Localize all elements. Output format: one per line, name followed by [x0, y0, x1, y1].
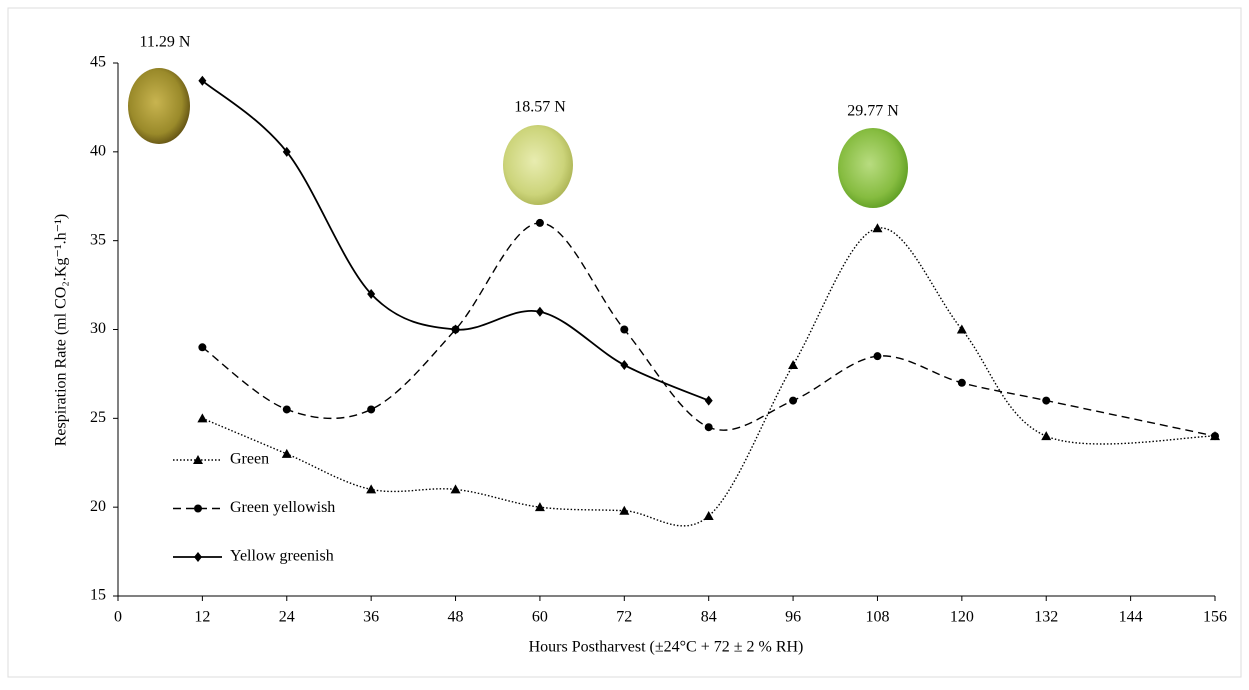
x-tick-label: 0: [114, 609, 122, 626]
data-point: [705, 423, 713, 431]
x-tick-label: 24: [279, 609, 295, 626]
y-tick-label: 45: [90, 54, 106, 71]
x-tick-label: 108: [865, 609, 889, 626]
y-tick-label: 30: [90, 320, 106, 337]
data-point: [873, 352, 881, 360]
legend-label: Yellow greenish: [230, 548, 334, 565]
legend-label: Green: [230, 451, 269, 468]
x-tick-label: 144: [1119, 609, 1143, 626]
data-point: [283, 405, 291, 413]
y-tick-label: 25: [90, 409, 106, 426]
x-axis-label: Hours Postharvest (±24°C + 72 ± 2 % RH): [529, 639, 804, 656]
y-tick-label: 35: [90, 231, 106, 248]
annotation: 29.77 N: [847, 103, 899, 120]
data-point: [198, 343, 206, 351]
x-tick-label: 132: [1034, 609, 1058, 626]
fruit-image: [503, 125, 573, 205]
data-point: [958, 379, 966, 387]
x-tick-label: 12: [194, 609, 210, 626]
fruit-image: [838, 128, 908, 208]
data-point: [789, 397, 797, 405]
x-tick-label: 120: [950, 609, 974, 626]
chart: 11.29 N 18.57 N 29.77 N Hours Postharves…: [0, 0, 1249, 685]
annotation: 11.29 N: [140, 34, 191, 51]
fruit-image: [128, 68, 190, 144]
y-tick-label: 20: [90, 498, 106, 515]
data-point: [620, 326, 628, 334]
y-tick-label: 15: [90, 587, 106, 604]
legend-marker: [194, 505, 202, 513]
data-point: [367, 405, 375, 413]
y-axis-label: Respiration Rate (ml CO₂.Kg⁻¹.h⁻¹): [53, 214, 70, 446]
x-tick-label: 60: [532, 609, 548, 626]
x-tick-label: 84: [701, 609, 717, 626]
x-tick-label: 48: [448, 609, 464, 626]
data-point: [1211, 432, 1219, 440]
x-tick-label: 36: [363, 609, 379, 626]
annotation: 18.57 N: [514, 99, 566, 116]
y-tick-label: 40: [90, 143, 106, 160]
legend-label: Green yellowish: [230, 499, 335, 516]
x-tick-label: 156: [1203, 609, 1227, 626]
x-tick-label: 72: [616, 609, 632, 626]
data-point: [536, 219, 544, 227]
data-point: [1042, 397, 1050, 405]
x-tick-label: 96: [785, 609, 801, 626]
